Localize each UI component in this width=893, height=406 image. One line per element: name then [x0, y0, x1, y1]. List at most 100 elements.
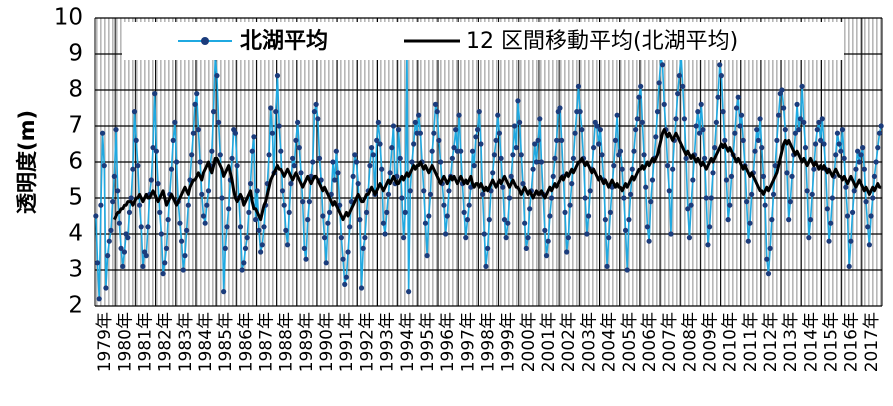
data-point	[138, 224, 144, 230]
legend-label: 12 区間移動平均(北湖平均)	[466, 29, 738, 54]
data-point	[569, 181, 575, 187]
data-point	[222, 245, 228, 251]
data-point	[619, 166, 625, 172]
data-point	[335, 170, 341, 176]
x-tick-label: 2013年	[781, 312, 801, 372]
data-point	[712, 145, 718, 151]
data-point	[491, 152, 497, 158]
data-point	[844, 213, 851, 219]
data-point	[387, 170, 393, 176]
data-point	[855, 148, 861, 154]
data-point	[219, 195, 225, 201]
data-point	[683, 155, 689, 161]
data-point	[301, 245, 307, 251]
data-point	[525, 235, 531, 241]
data-point	[705, 242, 711, 248]
data-point	[357, 217, 363, 223]
data-point	[377, 141, 383, 147]
legend-box	[122, 22, 844, 60]
data-point	[701, 155, 708, 161]
data-point	[436, 137, 442, 143]
data-point	[755, 137, 762, 143]
data-point	[591, 145, 597, 151]
data-point	[232, 130, 239, 136]
data-point	[111, 173, 117, 179]
x-tick-label: 1997年	[458, 312, 478, 372]
data-point	[276, 123, 282, 129]
data-point	[870, 195, 876, 201]
data-point	[517, 119, 523, 125]
data-point	[463, 235, 469, 241]
data-point	[744, 199, 750, 205]
data-point	[116, 220, 122, 226]
legend-label: 北湖平均	[240, 28, 328, 54]
data-point	[316, 155, 323, 161]
data-point	[695, 109, 701, 115]
data-point	[666, 188, 672, 194]
data-point	[708, 195, 714, 201]
data-point	[856, 159, 862, 165]
y-tick-label: 6	[68, 149, 83, 175]
data-point	[473, 134, 479, 140]
x-tick-label: 2016年	[842, 312, 862, 372]
y-tick-label: 5	[68, 185, 83, 211]
data-point	[115, 188, 121, 194]
data-point	[155, 181, 161, 187]
data-point	[720, 109, 726, 115]
data-point	[752, 148, 758, 154]
data-point	[513, 145, 519, 151]
x-tick-label: 2002年	[559, 312, 579, 372]
data-point	[749, 191, 755, 197]
data-point	[340, 256, 346, 262]
data-point	[585, 213, 592, 219]
data-point	[355, 181, 361, 187]
data-point	[449, 155, 455, 161]
data-point	[343, 274, 350, 280]
data-point	[101, 163, 107, 169]
x-tick-label: 2007年	[660, 312, 680, 372]
data-point	[306, 199, 313, 205]
data-point	[274, 73, 281, 79]
data-point	[461, 209, 467, 215]
data-point	[379, 166, 385, 172]
data-point	[547, 213, 553, 219]
data-point	[170, 137, 176, 143]
data-point	[135, 163, 141, 169]
data-point	[646, 238, 652, 244]
data-point	[466, 202, 472, 208]
data-point	[577, 109, 583, 115]
data-point	[554, 137, 560, 143]
data-point	[607, 209, 614, 215]
data-point	[659, 62, 666, 68]
data-point	[809, 191, 815, 197]
data-point	[411, 141, 417, 147]
data-point	[796, 127, 802, 133]
data-point	[789, 173, 795, 179]
data-point	[518, 152, 524, 158]
data-point	[740, 137, 746, 143]
data-point	[254, 188, 260, 194]
data-point	[326, 209, 333, 215]
x-tick-label: 2006年	[640, 312, 660, 372]
data-point	[696, 130, 703, 136]
data-point	[247, 181, 254, 187]
data-point	[858, 152, 864, 158]
data-point	[269, 130, 276, 136]
data-point	[664, 163, 671, 169]
data-point	[333, 148, 339, 154]
y-tick-label: 10	[54, 5, 83, 31]
data-point	[787, 199, 793, 205]
data-point	[400, 235, 407, 241]
data-point	[725, 217, 731, 223]
data-point	[279, 188, 286, 194]
data-point	[431, 130, 437, 136]
data-point	[464, 217, 471, 223]
legend-marker	[201, 37, 209, 45]
data-point	[838, 148, 844, 154]
data-point	[767, 245, 773, 251]
data-point	[221, 289, 227, 295]
data-point	[718, 73, 725, 79]
data-point	[631, 148, 637, 154]
data-point	[390, 123, 397, 129]
data-point	[106, 238, 112, 244]
